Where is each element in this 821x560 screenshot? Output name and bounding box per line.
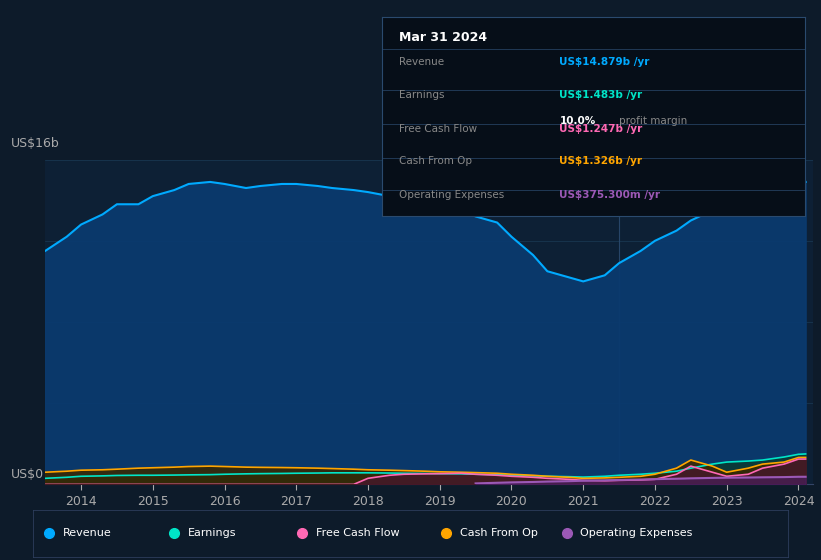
Text: Cash From Op: Cash From Op <box>399 156 472 166</box>
Text: Revenue: Revenue <box>399 57 444 67</box>
Text: Operating Expenses: Operating Expenses <box>399 190 504 200</box>
Text: US$0: US$0 <box>11 468 44 481</box>
Text: Revenue: Revenue <box>63 529 112 538</box>
Text: US$1.247b /yr: US$1.247b /yr <box>559 124 643 134</box>
Text: Operating Expenses: Operating Expenses <box>580 529 693 538</box>
Text: US$1.326b /yr: US$1.326b /yr <box>559 156 642 166</box>
Text: Cash From Op: Cash From Op <box>460 529 538 538</box>
Text: 10.0%: 10.0% <box>559 116 595 126</box>
Text: Free Cash Flow: Free Cash Flow <box>399 124 477 134</box>
Text: Free Cash Flow: Free Cash Flow <box>316 529 400 538</box>
Text: Mar 31 2024: Mar 31 2024 <box>399 31 487 44</box>
Text: US$14.879b /yr: US$14.879b /yr <box>559 57 649 67</box>
Text: US$1.483b /yr: US$1.483b /yr <box>559 90 643 100</box>
Text: Earnings: Earnings <box>188 529 236 538</box>
Text: profit margin: profit margin <box>618 116 687 126</box>
Text: US$375.300m /yr: US$375.300m /yr <box>559 190 660 200</box>
Text: US$16b: US$16b <box>11 137 59 150</box>
Text: Earnings: Earnings <box>399 90 444 100</box>
